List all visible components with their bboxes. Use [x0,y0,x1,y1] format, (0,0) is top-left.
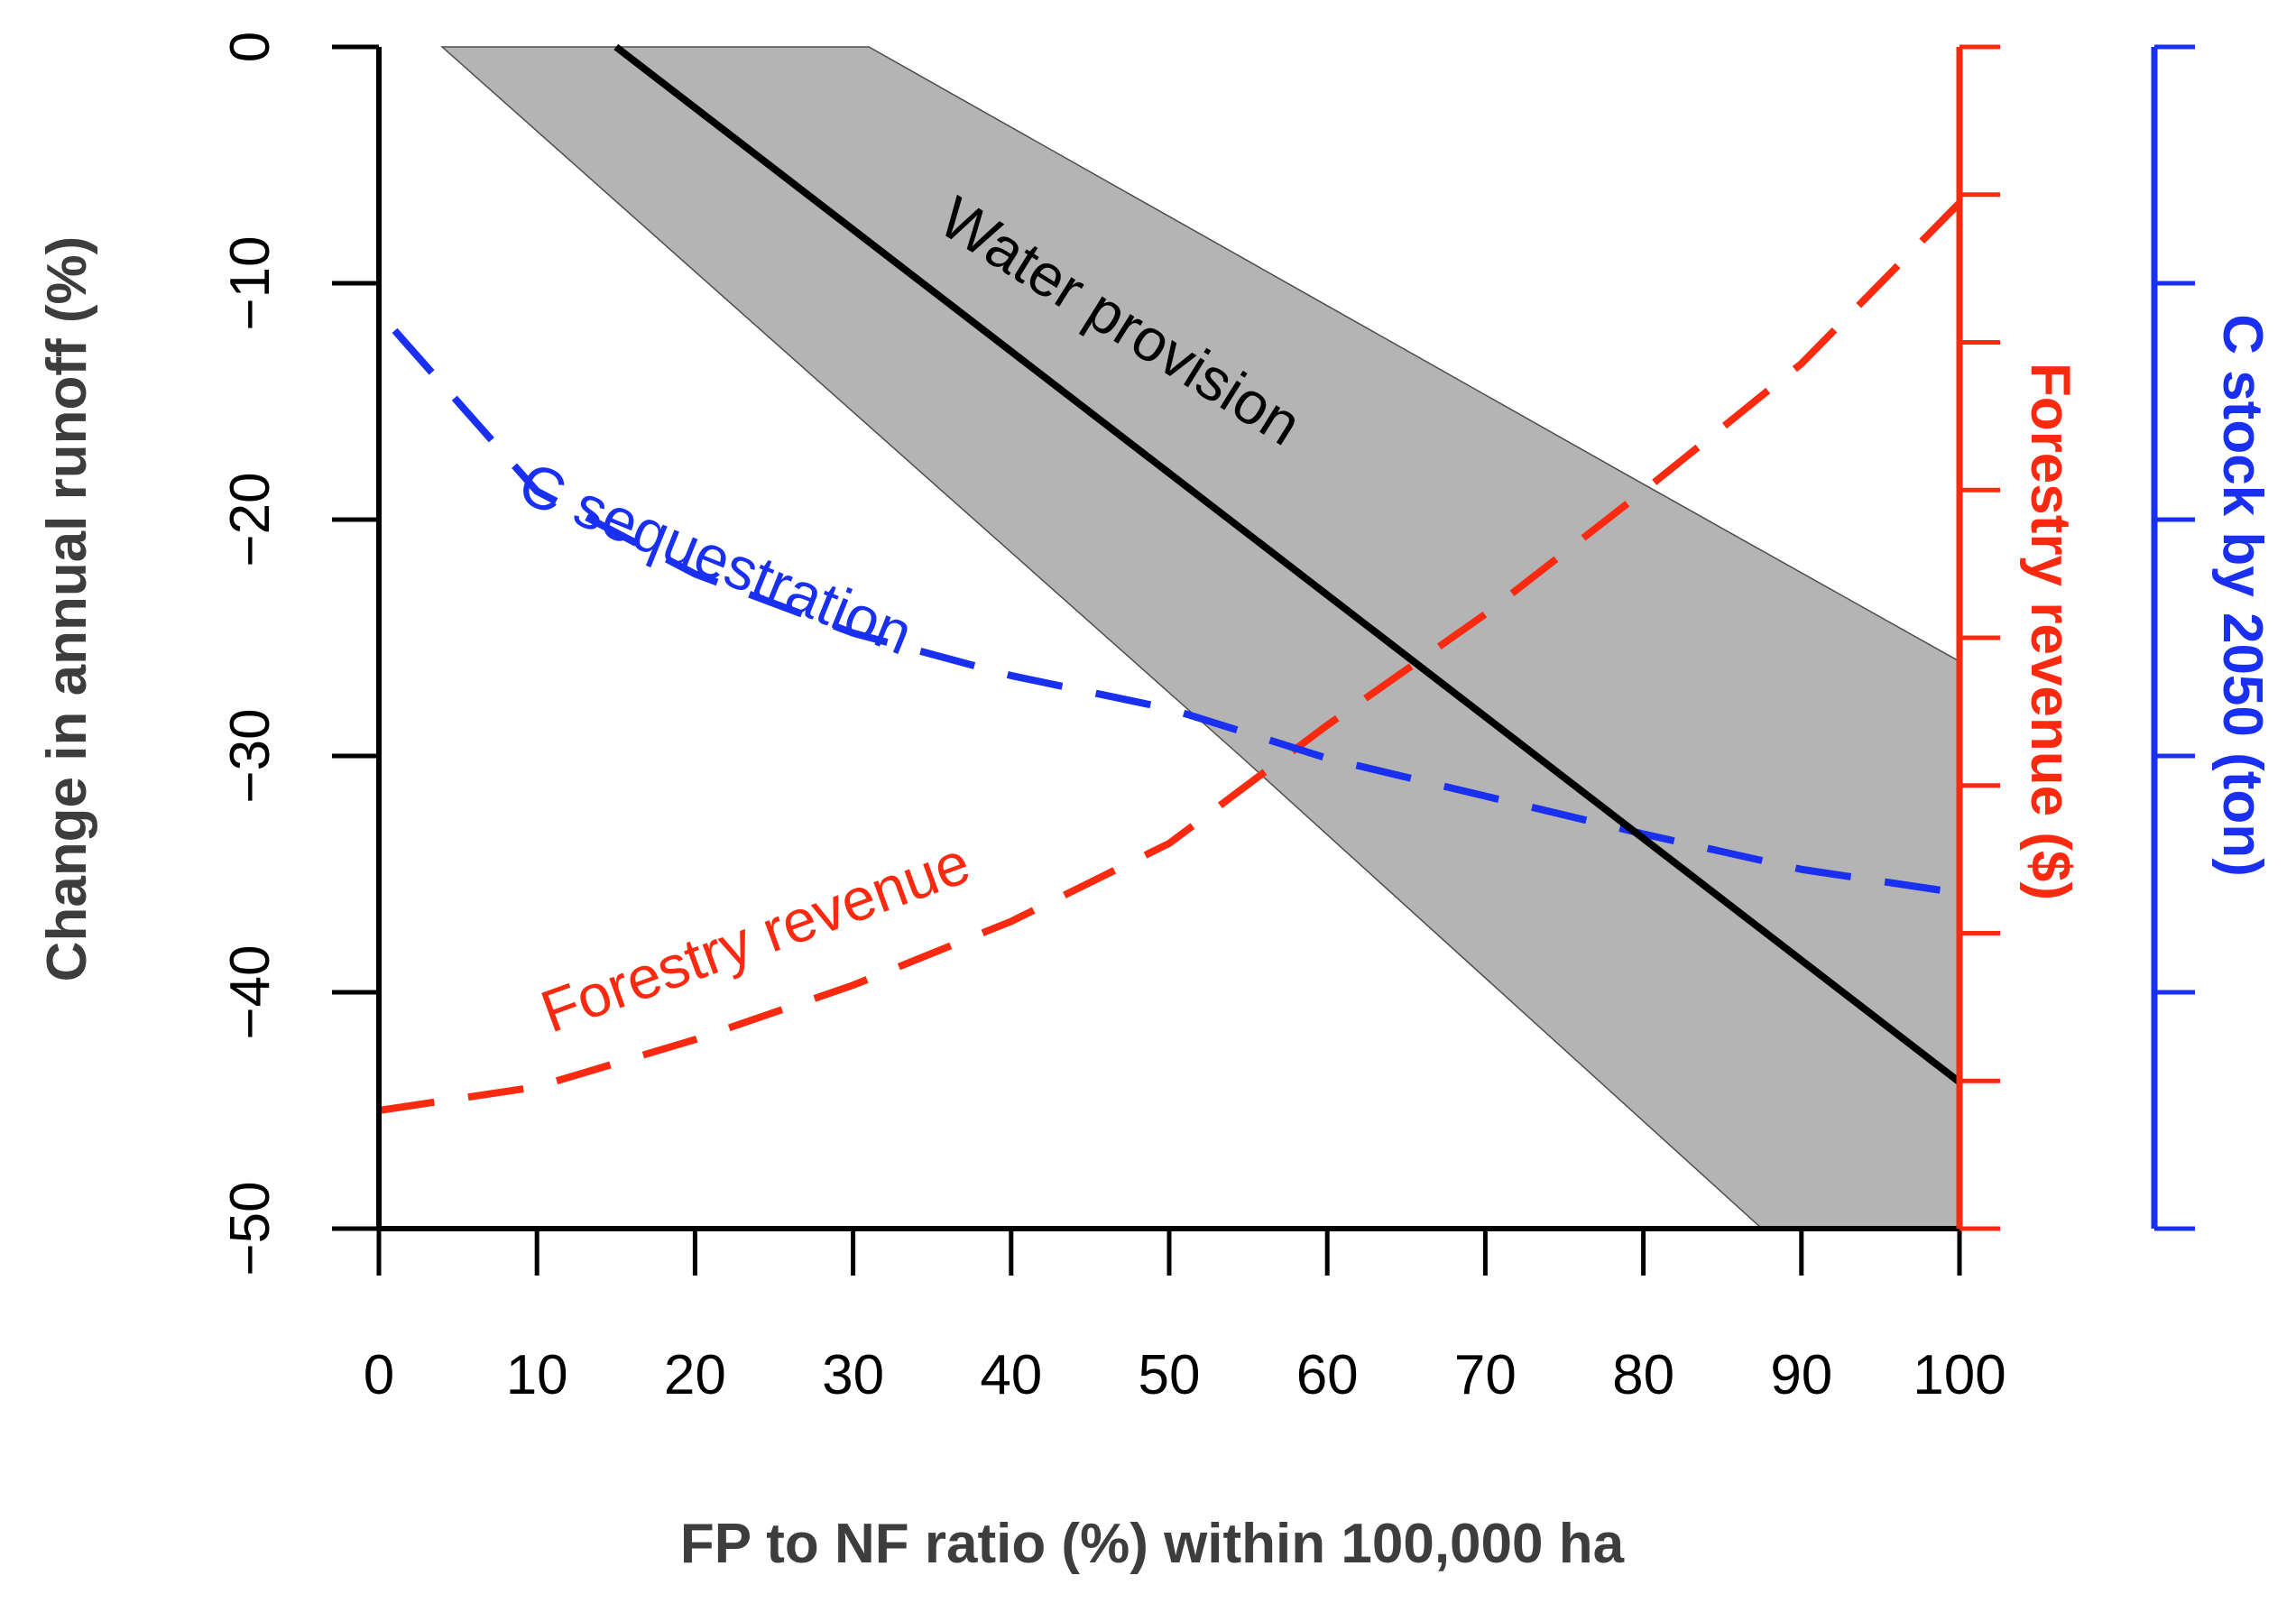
x-tick-label: 60 [1296,1344,1359,1406]
x-axis-title: FP to NF ratio (%) within 100,000 ha [680,1513,1625,1575]
x-tick-label: 0 [364,1344,394,1406]
forestry-revenue-annotation: Forestry revenue [532,828,978,1045]
y-axis-title: Change in annual runoff (%) [36,236,98,982]
x-tick-label: 30 [822,1344,884,1406]
x-tick-label: 50 [1139,1344,1201,1406]
forestry-revenue-axis-title: Forestry revenue ($) [2019,363,2081,900]
y-tick-label: −10 [219,235,281,330]
x-tick-label: 10 [506,1344,568,1406]
forestry-revenue-axis [1956,44,2000,1231]
water-provision-band [440,46,1960,1230]
y-tick-label: −20 [219,472,281,567]
x-tick-label: 70 [1454,1344,1517,1406]
y-tick-label: −40 [219,944,281,1039]
water-provision-line [613,43,1962,1085]
c-stock-axis-title: C stock by 2050 (ton) [2211,314,2273,877]
x-tick-label: 20 [664,1344,726,1406]
y-tick-label: −30 [219,708,281,803]
forestry-revenue-line [378,200,1962,1114]
x-tick-label: 100 [1913,1344,2006,1406]
x-tick-label: 80 [1612,1344,1674,1406]
c-stock-axis [2151,44,2195,1231]
y-tick-label: 0 [219,32,281,62]
y-tick-label: −50 [219,1181,281,1276]
x-tick-label: 40 [980,1344,1042,1406]
x-tick-label: 90 [1770,1344,1832,1406]
c-sequestration-annotation: C sequestration [510,449,921,668]
x-axis: 0 10 20 30 40 50 60 70 80 90 100 [364,1226,2006,1406]
left-y-axis: 0 −10 −20 −30 −40 −50 [219,32,382,1276]
